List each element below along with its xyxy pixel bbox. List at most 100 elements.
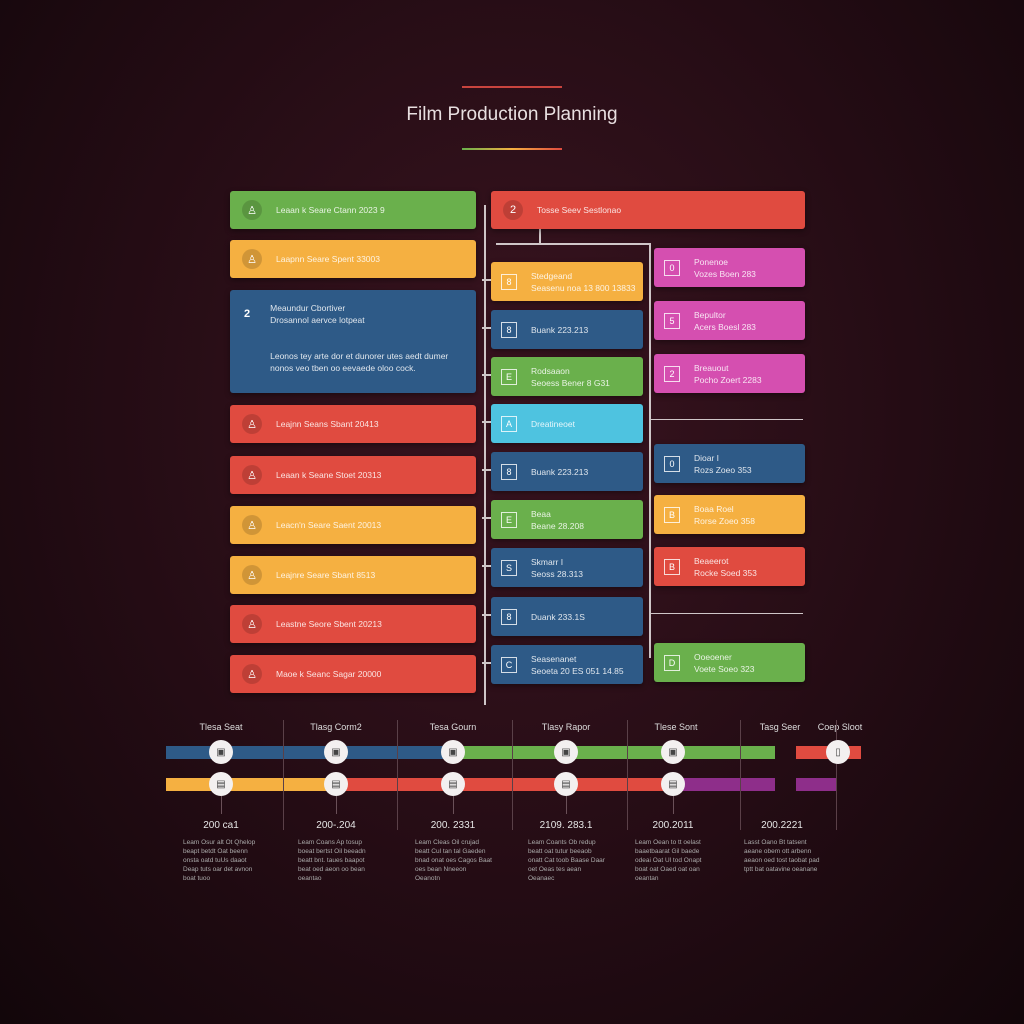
document-icon: E: [501, 511, 517, 528]
film-icon[interactable]: ▤: [324, 772, 348, 796]
person-icon: ♙: [242, 249, 262, 269]
card-line1: Boaa Roel: [694, 503, 734, 514]
branch-line: [496, 243, 649, 245]
left-card[interactable]: 2 Meaundur Cbortiver Drosannol aervce lotp…: [230, 290, 476, 393]
timeline-tick: [673, 796, 674, 814]
timeline-label: Tesa Gourn: [429, 722, 477, 732]
timeline-bar: [336, 778, 665, 791]
timeline-date: 2109. 283.1: [539, 820, 593, 831]
card-line1: Beaeerot: [694, 555, 729, 566]
connector-tick: [482, 662, 491, 664]
card-text: Stedgeand Seasenu noa 13 800 13833: [531, 270, 635, 294]
document-icon: 8: [501, 608, 517, 625]
document-icon: B: [664, 558, 680, 575]
card-text: Rodsaaon Seoess Bener 8 G31: [531, 365, 610, 389]
connector-tick: [482, 279, 491, 281]
right-card[interactable]: 0 Dioar I Rozs Zoeo 353: [654, 444, 805, 483]
card-line2: Rozs Zoeo 353: [694, 464, 752, 475]
left-card[interactable]: ♙ Leacn'n Seare Saent 20013: [230, 506, 476, 544]
document-icon: S: [501, 559, 517, 576]
timeline-tick: [221, 796, 222, 814]
left-card[interactable]: ♙ Laapnn Seare Spent 33003: [230, 240, 476, 278]
script-icon[interactable]: ▣: [554, 740, 578, 764]
card-line2: Rocke Soed 353: [694, 567, 757, 578]
middle-card[interactable]: 8 Buank 223.213: [482, 310, 643, 349]
person-icon: ♙: [242, 200, 262, 220]
right-card[interactable]: 2 Breauout Pocho Zoert 2283: [654, 354, 805, 393]
timeline-bar: [166, 746, 445, 759]
timeline-divider: [836, 720, 837, 830]
card-text: Leacn'n Seare Saent 20013: [276, 520, 382, 530]
card-text: Leajnre Seare Sbant 8513: [276, 570, 376, 580]
left-card[interactable]: ♙ Leajnre Seare Sbant 8513: [230, 556, 476, 594]
timeline-divider: [283, 720, 284, 830]
script-icon[interactable]: ▤: [441, 772, 465, 796]
costume-icon[interactable]: ▯: [826, 740, 850, 764]
right-card[interactable]: B Boaa Roel Rorse Zoeo 358: [654, 495, 805, 534]
card-line1: Breauout: [694, 362, 729, 373]
timeline-description: Leam Cleas Oil crujad beatt Cul tan tal …: [415, 839, 492, 882]
timeline-divider: [397, 720, 398, 830]
card-text: Ponenoe Vozes Boen 283: [694, 256, 756, 280]
card-line2: Seoss 28.313: [531, 568, 583, 579]
person-icon: ♙: [242, 614, 262, 634]
timeline-divider: [740, 720, 741, 830]
connector-tick: [482, 327, 491, 329]
middle-card[interactable]: 8 Stedgeand Seasenu noa 13 800 13833: [482, 262, 643, 301]
person-icon: ♙: [242, 664, 262, 684]
document-icon: 0: [664, 259, 680, 276]
middle-card[interactable]: 8 Duank 233.1S: [482, 597, 643, 636]
header-card[interactable]: 2 Tosse Seev Sestlonao: [491, 191, 805, 229]
right-card[interactable]: D Ooeoener Voete Soeo 323: [654, 643, 805, 682]
card-text: Leastne Seore Sbent 20213: [276, 619, 382, 629]
card-text: Leaan k Seane Stoet 20313: [276, 470, 382, 480]
left-card[interactable]: ♙ Leastne Seore Sbent 20213: [230, 605, 476, 643]
left-card[interactable]: ♙ Leaan k Seare Ctann 2023 9: [230, 191, 476, 229]
right-card[interactable]: B Beaeerot Rocke Soed 353: [654, 547, 805, 586]
left-card[interactable]: ♙ Leajnn Seans Sbant 20413: [230, 405, 476, 443]
document-icon: 5: [664, 312, 680, 329]
middle-card[interactable]: C Seasenanet Seoeta 20 ES 051 14.85: [482, 645, 643, 684]
connector-tick: [482, 421, 491, 423]
card-line2: Rorse Zoeo 358: [694, 515, 755, 526]
card-line1: Ponenoe: [694, 256, 729, 267]
card-body: Leonos tey arte dor et dunorer utes aedt…: [270, 351, 449, 373]
main-spine: [484, 205, 486, 705]
card-text: Buank 223.213: [531, 324, 588, 336]
camera-icon[interactable]: ▣: [324, 740, 348, 764]
left-card[interactable]: ♙ Leaan k Seane Stoet 20313: [230, 456, 476, 494]
card-line1: Ooeoener: [694, 651, 732, 662]
film-icon[interactable]: ▣: [441, 740, 465, 764]
left-card[interactable]: ♙ Maoe k Seanc Sagar 20000: [230, 655, 476, 693]
card-text: Laapnn Seare Spent 33003: [276, 254, 380, 264]
document-icon: D: [664, 654, 680, 671]
card-text: Leajnn Seans Sbant 20413: [276, 419, 379, 429]
timeline-date: 200.2221: [761, 820, 803, 831]
middle-card[interactable]: S Skmarr I Seoss 28.313: [482, 548, 643, 587]
costume-icon[interactable]: ▤: [661, 772, 685, 796]
person-icon: ♙: [242, 515, 262, 535]
calendar-icon[interactable]: ▣: [661, 740, 685, 764]
card-line2: Voete Soeo 323: [694, 663, 755, 674]
middle-card[interactable]: E Rodsaaon Seoess Bener 8 G31: [482, 357, 643, 396]
right-card[interactable]: 5 Bepultor Acers Boesl 283: [654, 301, 805, 340]
middle-card[interactable]: 8 Buank 223.213: [482, 452, 643, 491]
timeline-date: 200. 2331: [430, 820, 476, 831]
card-line2: Vozes Boen 283: [694, 268, 756, 279]
middle-card[interactable]: E Beaa Beane 28.208: [482, 500, 643, 539]
card-line1: Skmarr I: [531, 556, 564, 567]
camera-icon[interactable]: ▤: [209, 772, 233, 796]
clapper-icon[interactable]: ▣: [209, 740, 233, 764]
middle-card[interactable]: A Dreatineoet: [482, 404, 643, 443]
card-line1: Dioar I: [694, 452, 720, 463]
document-icon: A: [501, 415, 517, 432]
right-card[interactable]: 0 Ponenoe Vozes Boen 283: [654, 248, 805, 287]
card-text: Beaa Beane 28.208: [531, 508, 584, 532]
connector-tick: [482, 469, 491, 471]
card-line1: Duank 233.1S: [531, 611, 585, 622]
calendar-icon[interactable]: ▤: [554, 772, 578, 796]
timeline-divider: [512, 720, 513, 830]
card-text: Dreatineoet: [531, 418, 575, 430]
card-line1: Dreatineoet: [531, 418, 575, 429]
card-line1: Bepultor: [694, 309, 726, 320]
